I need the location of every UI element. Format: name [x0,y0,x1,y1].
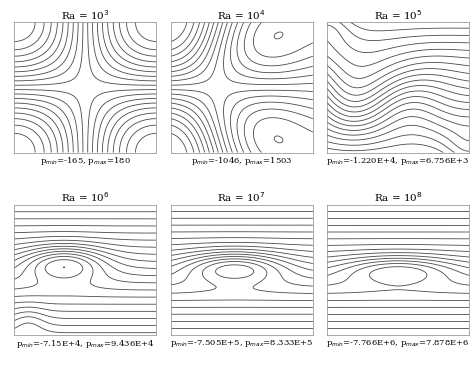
X-axis label: p$_{min}$=-1046, p$_{max}$=1503: p$_{min}$=-1046, p$_{max}$=1503 [191,155,292,167]
Title: Ra = 10$^7$: Ra = 10$^7$ [218,190,266,204]
Title: Ra = 10$^6$: Ra = 10$^6$ [61,190,109,204]
Title: Ra = 10$^5$: Ra = 10$^5$ [374,8,422,22]
X-axis label: p$_{min}$=-7.15E+4, p$_{max}$=9.436E+4: p$_{min}$=-7.15E+4, p$_{max}$=9.436E+4 [16,337,155,350]
X-axis label: p$_{min}$=-7.766E+6, p$_{max}$=7.878E+6: p$_{min}$=-7.766E+6, p$_{max}$=7.878E+6 [327,337,470,349]
Title: Ra = 10$^3$: Ra = 10$^3$ [61,8,109,22]
X-axis label: p$_{min}$=-7.505E+5, p$_{max}$=8.333E+5: p$_{min}$=-7.505E+5, p$_{max}$=8.333E+5 [170,337,314,349]
Title: Ra = 10$^8$: Ra = 10$^8$ [374,190,422,204]
X-axis label: p$_{min}$=-165, p$_{max}$=180: p$_{min}$=-165, p$_{max}$=180 [40,155,131,167]
Title: Ra = 10$^4$: Ra = 10$^4$ [218,8,266,22]
X-axis label: p$_{min}$=-1.220E+4, p$_{max}$=6.756E+3: p$_{min}$=-1.220E+4, p$_{max}$=6.756E+3 [327,155,470,167]
